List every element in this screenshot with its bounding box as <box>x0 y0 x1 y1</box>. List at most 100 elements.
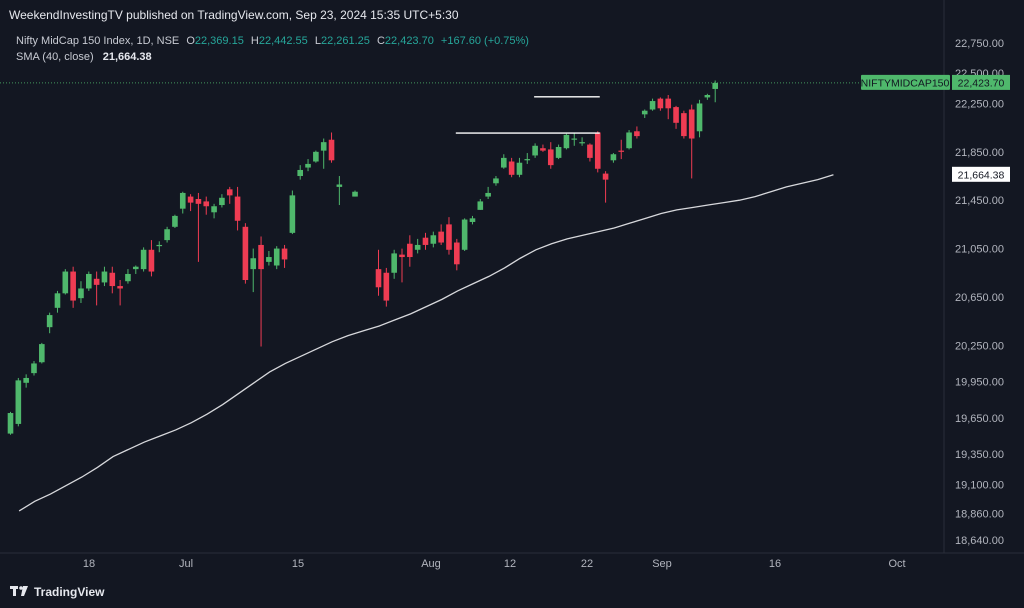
candle-body-up <box>704 94 711 98</box>
sma-line <box>18 174 834 512</box>
y-tick-label: 19,650.00 <box>955 413 1004 425</box>
candle-body-up <box>172 215 178 227</box>
x-tick-label: Oct <box>888 558 905 570</box>
candle-body-down <box>547 149 554 166</box>
candle-body-down <box>93 278 100 285</box>
candle-body-up <box>430 235 437 244</box>
x-tick-label: 18 <box>83 558 95 570</box>
candle-body-up <box>313 151 319 162</box>
candle-body-up <box>469 218 476 222</box>
y-tick-label: 18,860.00 <box>955 508 1004 520</box>
open-label: O <box>186 35 195 47</box>
candle-body-up <box>579 142 585 144</box>
candle-body-up <box>391 253 397 273</box>
candle-body-up <box>524 159 531 161</box>
candle-body-up <box>266 257 272 262</box>
candle-body-down <box>438 231 444 243</box>
x-tick-label: 12 <box>504 558 516 570</box>
candle-body-up <box>297 169 304 177</box>
candle-body-down <box>407 243 413 258</box>
symbol-price-tag <box>861 74 950 90</box>
candle-body-up <box>641 110 648 115</box>
candle-body-up <box>273 248 280 266</box>
candle-body-down <box>422 237 429 245</box>
last-price-tag <box>952 74 1010 90</box>
candle-body-up <box>555 146 562 158</box>
sma-price-tag-text: 21,664.38 <box>958 169 1005 181</box>
candle-body-down <box>375 269 382 288</box>
candle-body-up <box>563 134 570 149</box>
x-tick-label: Aug <box>421 558 441 570</box>
candle-body-up <box>15 380 22 424</box>
y-tick-label: 22,750.00 <box>955 38 1004 50</box>
publish-header: WeekendInvestingTV published on TradingV… <box>9 8 459 22</box>
symbol-price-tag-text: NIFTYMIDCAP150 <box>861 77 950 89</box>
y-tick-label: 19,350.00 <box>955 449 1004 461</box>
candle-body-down <box>281 248 288 260</box>
candle-body-down <box>673 107 679 123</box>
candle-body-up <box>164 229 170 241</box>
candle-body-down <box>148 249 155 272</box>
x-tick-label: Sep <box>652 558 672 570</box>
candle-body-down <box>328 139 335 161</box>
candle-body-up <box>626 132 632 149</box>
candle-body-down <box>657 98 664 109</box>
candle-body-up <box>132 266 139 270</box>
candle-body-up <box>179 192 186 209</box>
y-tick-label: 20,250.00 <box>955 340 1004 352</box>
candle-body-up <box>352 191 358 197</box>
high-value: 22,442.55 <box>258 35 308 47</box>
sma-label: SMA (40, close) <box>16 51 94 63</box>
candle-body-up <box>7 413 14 434</box>
candle-body-down <box>383 272 390 301</box>
candle-body-up <box>101 271 108 283</box>
candle-body-up <box>305 163 311 168</box>
open-value: 22,369.15 <box>194 35 244 47</box>
candle-body-up <box>461 219 468 250</box>
candle-body-up <box>485 192 491 197</box>
candle-body-down <box>446 224 452 250</box>
candle-body-down <box>70 271 76 301</box>
candle-body-down <box>540 148 546 151</box>
candle-body-down <box>242 226 249 281</box>
candle-body-down <box>117 286 123 289</box>
y-tick-label: 21,450.00 <box>955 195 1004 207</box>
candle-body-up <box>289 195 296 233</box>
y-tick-label: 21,050.00 <box>955 244 1004 256</box>
candle-body-up <box>86 273 92 289</box>
low-label: L <box>314 35 321 47</box>
candle-body-down <box>594 132 601 169</box>
y-tick-label: 21,850.00 <box>955 147 1004 159</box>
candle-body-down <box>195 198 202 204</box>
candle-body-up <box>62 271 69 294</box>
candle-body-up <box>532 145 538 156</box>
candle-body-up <box>31 363 37 374</box>
candle-body-down <box>618 150 625 152</box>
candle-body-down <box>258 244 264 270</box>
last-price-tag-text: 22,423.70 <box>958 77 1005 89</box>
candle-body-up <box>336 184 343 187</box>
high-label: H <box>250 35 259 47</box>
y-tick-label: 22,250.00 <box>955 98 1004 110</box>
symbol-label: Nifty MidCap 150 Index, 1D, NSE <box>16 35 180 47</box>
candle-body-up <box>156 244 163 247</box>
candle-body-up <box>320 142 327 151</box>
candle-body-up <box>516 162 523 175</box>
y-tick-label: 18,640.00 <box>955 535 1004 547</box>
candle-body-up <box>78 288 84 299</box>
y-tick-label: 20,650.00 <box>955 292 1004 304</box>
candle-body-down <box>688 109 695 139</box>
candle-body-down <box>587 144 593 158</box>
candle-body-up <box>610 154 617 161</box>
candle-body-up <box>23 377 29 383</box>
candle-body-up <box>712 82 718 89</box>
candle-body-up <box>696 103 703 132</box>
candle-body-down <box>665 98 672 109</box>
x-tick-label: Jul <box>179 558 193 570</box>
tradingview-logo-icon <box>10 586 30 598</box>
close-label: C <box>376 35 385 47</box>
candle-body-down <box>508 161 515 175</box>
candle-body-up <box>493 178 499 184</box>
candle-body-up <box>477 201 484 210</box>
